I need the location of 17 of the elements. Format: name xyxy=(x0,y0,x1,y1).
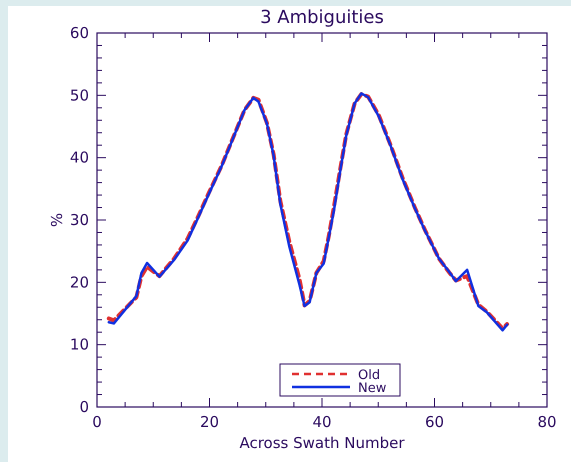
y-tick-label: 20 xyxy=(70,273,89,292)
chart-title: 3 Ambiguities xyxy=(260,7,384,28)
x-tick-label: 60 xyxy=(424,413,444,431)
y-tick-label: 60 xyxy=(70,24,89,42)
x-tick-label: 0 xyxy=(92,413,102,431)
y-tick-label: 30 xyxy=(70,211,89,229)
x-axis-title: Across Swath Number xyxy=(239,434,406,452)
x-tick-label: 20 xyxy=(200,413,220,431)
y-tick-label: 0 xyxy=(79,398,89,416)
y-axis-title: % xyxy=(48,212,66,228)
y-tick-label: 40 xyxy=(70,148,89,167)
x-tick-label: 40 xyxy=(312,413,332,431)
y-tick-label: 10 xyxy=(70,336,89,354)
legend-label: Old xyxy=(358,368,380,383)
x-tick-label: 80 xyxy=(537,413,557,431)
legend-label: New xyxy=(358,381,387,396)
y-tick-label: 50 xyxy=(70,86,89,104)
